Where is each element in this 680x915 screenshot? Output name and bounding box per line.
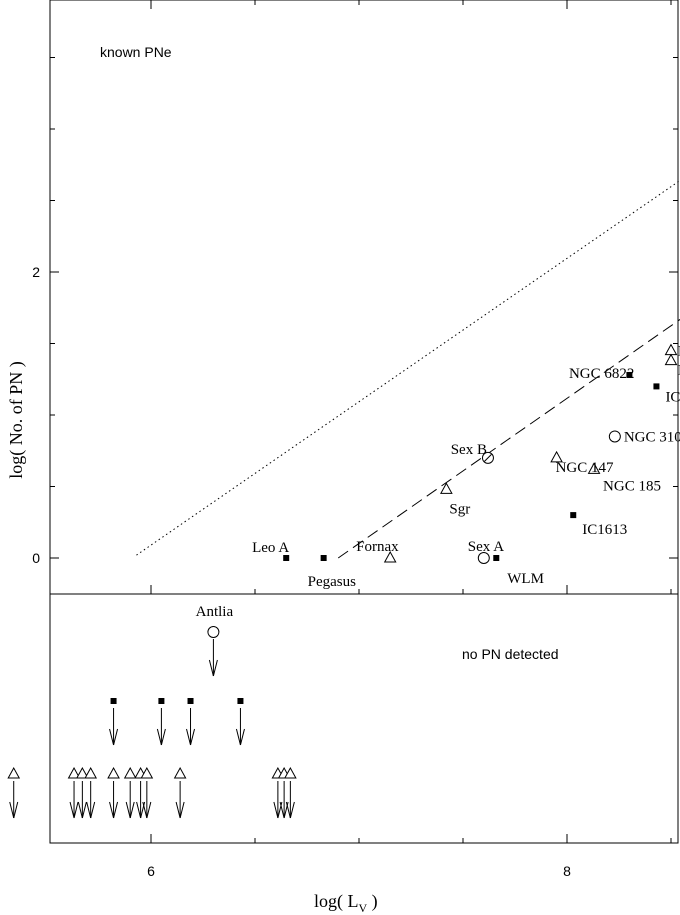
- label-ngc-3109: NGC 3109: [624, 429, 680, 445]
- x-tick-label: 6: [147, 863, 155, 879]
- bottom-panel-points: [7, 626, 297, 819]
- arrow-head-right-limit-2: [160, 728, 166, 746]
- arrow-head-right-limit-1: [113, 728, 119, 746]
- point-ic10: [653, 383, 660, 390]
- arrow-head-right-limit-12: [146, 801, 152, 819]
- point-pegasus: [320, 555, 327, 561]
- arrow-head-right-limit-13: [179, 801, 185, 819]
- upper-limit-limit-1: [110, 698, 117, 704]
- arrow-head-right-limit-3: [190, 728, 196, 746]
- arrow-head-right-limit-7: [81, 801, 87, 819]
- arrow-head-left-limit-8: [86, 801, 92, 819]
- arrow-head-left-limit-1: [109, 728, 115, 746]
- arrow-head-left-limit-11: [136, 801, 142, 819]
- point-wlm: [493, 555, 500, 561]
- point-sgr: [440, 482, 453, 494]
- point-ngc-6822: [626, 371, 633, 378]
- arrow-head-right-limit-4: [239, 728, 245, 746]
- upper-limit-limit-6: [67, 766, 81, 779]
- bottom-panel-annotation: no PN detected: [462, 646, 559, 662]
- upper-limit-limit-10: [123, 766, 137, 779]
- arrow-head-right-limit-5: [13, 801, 19, 819]
- x-tick-label: 8: [563, 863, 571, 879]
- arrow-head-left-limit-15: [279, 801, 285, 819]
- y-tick-label: 0: [32, 550, 40, 566]
- point-ngc-185: [587, 462, 601, 474]
- x-axis-label: log( LV ): [314, 891, 378, 915]
- arrow-head-left-limit-16: [285, 801, 291, 819]
- arrow-head-left-limit-2: [156, 728, 162, 746]
- plot-frame: [49, 0, 679, 844]
- upper-limit-limit-2: [158, 698, 165, 704]
- arrow-head-right-limit-8: [90, 801, 96, 819]
- label-antlia: Antlia: [196, 604, 234, 620]
- label-fornax: Fornax: [356, 539, 399, 555]
- y-axis-label: log( No. of PN ): [6, 361, 27, 479]
- label-wlm: WLM: [507, 571, 544, 587]
- point-ngc-3109: [608, 430, 621, 443]
- arrow-head-left-limit-10: [125, 801, 131, 819]
- upper-limit-antlia: [207, 626, 220, 638]
- arrow-head-left-limit-3: [186, 728, 192, 746]
- label-pegasus: Pegasus: [308, 574, 356, 590]
- upper-limit-limit-5: [7, 766, 21, 779]
- x-axis-label-subscript: V: [359, 901, 368, 915]
- y-tick-label: 2: [32, 264, 40, 280]
- arrow-head-right-limit-9: [113, 801, 119, 819]
- label-ngc-205: NGC 205: [678, 363, 680, 379]
- label-sex-b: Sex B: [451, 442, 487, 458]
- label-ic1613: IC1613: [582, 522, 627, 538]
- label-ic10: IC10: [665, 389, 680, 405]
- arrow-head-left-limit-4: [235, 728, 241, 746]
- dotted-line: [136, 179, 680, 556]
- point-fornax: [383, 550, 397, 563]
- label-sgr: Sgr: [449, 501, 470, 517]
- arrow-head-left-limit-9: [109, 801, 115, 819]
- upper-limit-limit-8: [84, 766, 98, 779]
- upper-limit-limit-16: [284, 766, 297, 779]
- label-ngc-147: NGC 147: [556, 460, 614, 476]
- label-m32: M32: [678, 344, 680, 360]
- label-ngc-6822: NGC 6822: [569, 366, 634, 382]
- arrow-head-left-limit-7: [77, 801, 83, 819]
- upper-limit-limit-12: [140, 766, 154, 779]
- x-axis-label-main: log( L: [314, 891, 359, 912]
- arrow-head-left-limit-12: [142, 801, 148, 819]
- point-ngc-147: [550, 450, 563, 463]
- arrow-head-left-limit-5: [9, 801, 15, 819]
- point-leo-a: [283, 555, 290, 561]
- x-axis-label-close: ): [367, 891, 378, 912]
- arrow-head-left-limit-14: [273, 801, 279, 819]
- arrow-head-right-antlia: [212, 659, 218, 677]
- upper-limit-limit-9: [107, 766, 120, 779]
- point-sex-b-slash: [484, 454, 492, 462]
- arrow-head-right-limit-16: [289, 801, 295, 819]
- upper-limit-limit-4: [237, 698, 244, 704]
- plot-border: [49, 0, 679, 844]
- label-sex-a: Sex A: [468, 539, 504, 555]
- point-labels: MWM31BulgeLMCM33SMCM32NGC 205NGC 6822IC1…: [196, 344, 680, 620]
- top-panel-points: [283, 343, 678, 564]
- upper-limit-limit-3: [187, 698, 194, 704]
- point-ic1613: [570, 512, 577, 519]
- arrow-head-left-limit-13: [175, 801, 181, 819]
- arrow-head-right-limit-6: [73, 801, 79, 819]
- fit-lines: [136, 179, 680, 559]
- axis-ticks: 681002: [32, 0, 678, 879]
- label-ngc-185: NGC 185: [603, 478, 661, 494]
- arrow-head-left-limit-6: [69, 801, 75, 819]
- point-sex-a: [477, 552, 490, 564]
- arrow-head-right-limit-10: [129, 801, 135, 819]
- label-leo-a: Leo A: [252, 540, 289, 556]
- top-panel-annotation: known PNe: [100, 44, 172, 60]
- arrow-head-left-antlia: [208, 659, 214, 677]
- upper-limit-limit-7: [76, 766, 89, 779]
- upper-limit-limit-13: [173, 766, 187, 779]
- point-ngc-205: [664, 353, 678, 366]
